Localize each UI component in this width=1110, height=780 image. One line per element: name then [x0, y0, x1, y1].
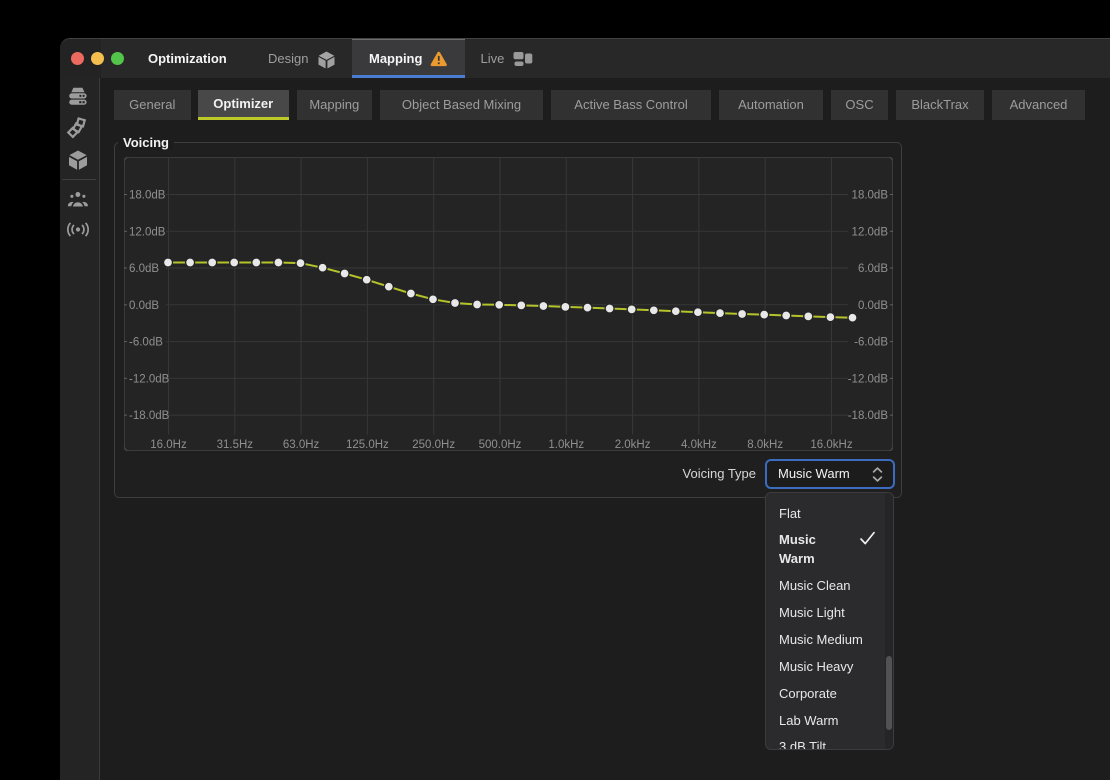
- svg-text:31.5Hz: 31.5Hz: [216, 439, 253, 451]
- svg-text:-12.0dB: -12.0dB: [847, 373, 888, 385]
- svg-text:18.0dB: 18.0dB: [129, 189, 166, 201]
- svg-text:4.0kHz: 4.0kHz: [681, 439, 717, 451]
- svg-text:63.0Hz: 63.0Hz: [282, 439, 319, 451]
- svg-text:2.0kHz: 2.0kHz: [614, 439, 650, 451]
- svg-text:12.0dB: 12.0dB: [851, 226, 888, 238]
- svg-text:250.0Hz: 250.0Hz: [412, 439, 455, 451]
- svg-text:0.0dB: 0.0dB: [129, 299, 159, 311]
- svg-text:6.0dB: 6.0dB: [129, 263, 159, 275]
- svg-text:16.0kHz: 16.0kHz: [810, 439, 852, 451]
- svg-text:-18.0dB: -18.0dB: [847, 410, 888, 422]
- svg-text:0.0dB: 0.0dB: [857, 299, 887, 311]
- svg-text:-6.0dB: -6.0dB: [854, 336, 888, 348]
- svg-text:-12.0dB: -12.0dB: [129, 373, 170, 385]
- svg-text:500.0Hz: 500.0Hz: [478, 439, 521, 451]
- svg-text:8.0kHz: 8.0kHz: [747, 439, 783, 451]
- svg-text:-18.0dB: -18.0dB: [129, 410, 170, 422]
- svg-text:1.0kHz: 1.0kHz: [548, 439, 584, 451]
- svg-text:18.0dB: 18.0dB: [851, 189, 888, 201]
- svg-text:6.0dB: 6.0dB: [857, 263, 887, 275]
- svg-text:12.0dB: 12.0dB: [129, 226, 166, 238]
- svg-text:125.0Hz: 125.0Hz: [345, 439, 388, 451]
- svg-text:16.0Hz: 16.0Hz: [150, 439, 187, 451]
- svg-text:-6.0dB: -6.0dB: [129, 336, 163, 348]
